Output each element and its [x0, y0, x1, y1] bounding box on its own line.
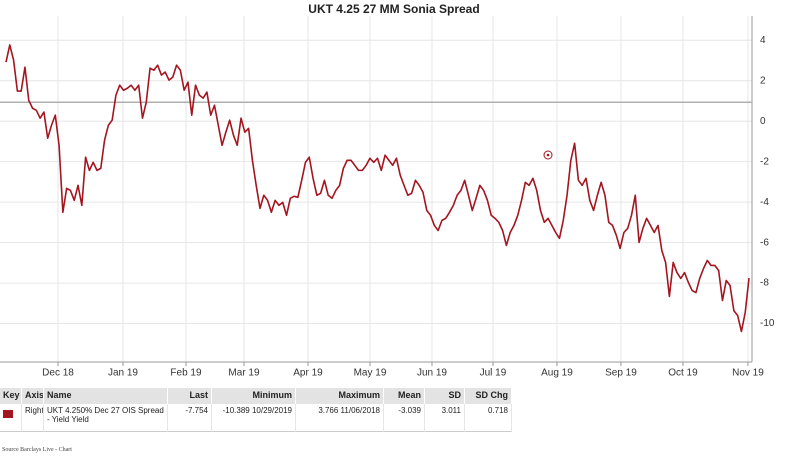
annotation-marker [543, 150, 553, 160]
table-cell: 3.766 11/06/2018 [296, 404, 384, 432]
x-tick-label: Jun 19 [417, 368, 447, 379]
x-tick-label: Aug 19 [541, 368, 573, 379]
x-tick-label: Apr 19 [293, 368, 323, 379]
y-tick-label: 0 [760, 116, 766, 127]
x-tick-label: Oct 19 [668, 368, 698, 379]
key-swatch [3, 410, 13, 418]
table-cell: 0.718 [465, 404, 512, 432]
y-tick-label: -6 [760, 237, 769, 248]
table-header: Maximum [296, 388, 384, 404]
table-cell: -7.754 [168, 404, 212, 432]
x-tick-label: Sep 19 [605, 368, 637, 379]
table-header: SD Chg [465, 388, 512, 404]
table-header: Minimum [212, 388, 296, 404]
table-cell: Right [22, 404, 44, 432]
table-cell: -3.039 [384, 404, 425, 432]
table-header: Axis [22, 388, 44, 404]
chart: UKT 4.25 27 MM Sonia Spread 4 2 0 -2 -4 -6 -8 -… [0, 2, 775, 379]
table-header: SD [425, 388, 465, 404]
y-tick-label: -4 [760, 197, 769, 208]
table-header: Key [0, 388, 22, 404]
x-tick-label: Feb 19 [170, 368, 202, 379]
x-tick-label: Nov 19 [732, 368, 764, 379]
y-tick-label: 4 [760, 35, 766, 46]
x-tick-label: May 19 [354, 368, 387, 379]
y-tick-label: -2 [760, 156, 769, 167]
table-cell: -10.389 10/29/2019 [212, 404, 296, 432]
x-tick-label: Jul 19 [480, 368, 507, 379]
source: Source Barclays Live - Chart [2, 447, 72, 453]
annotation-dot [546, 153, 550, 157]
y-tick-label: 2 [760, 75, 766, 86]
x-tick-label: Mar 19 [228, 368, 260, 379]
table-cell: UKT 4.250% Dec 27 OIS Spread - Yield Yie… [44, 404, 168, 432]
table-header: Mean [384, 388, 425, 404]
table-cell: 3.011 [425, 404, 465, 432]
series-line [5, 44, 750, 333]
y-tick-label: -8 [760, 278, 769, 289]
key-cell [0, 404, 22, 432]
grid [0, 16, 752, 362]
table-header: Last [168, 388, 212, 404]
table-header: Name [44, 388, 168, 404]
x-tick-label: Dec 18 [42, 368, 74, 379]
y-tick-label: -10 [760, 318, 775, 329]
chart-title: UKT 4.25 27 MM Sonia Spread [308, 2, 479, 16]
x-tick-label: Jan 19 [108, 368, 138, 379]
